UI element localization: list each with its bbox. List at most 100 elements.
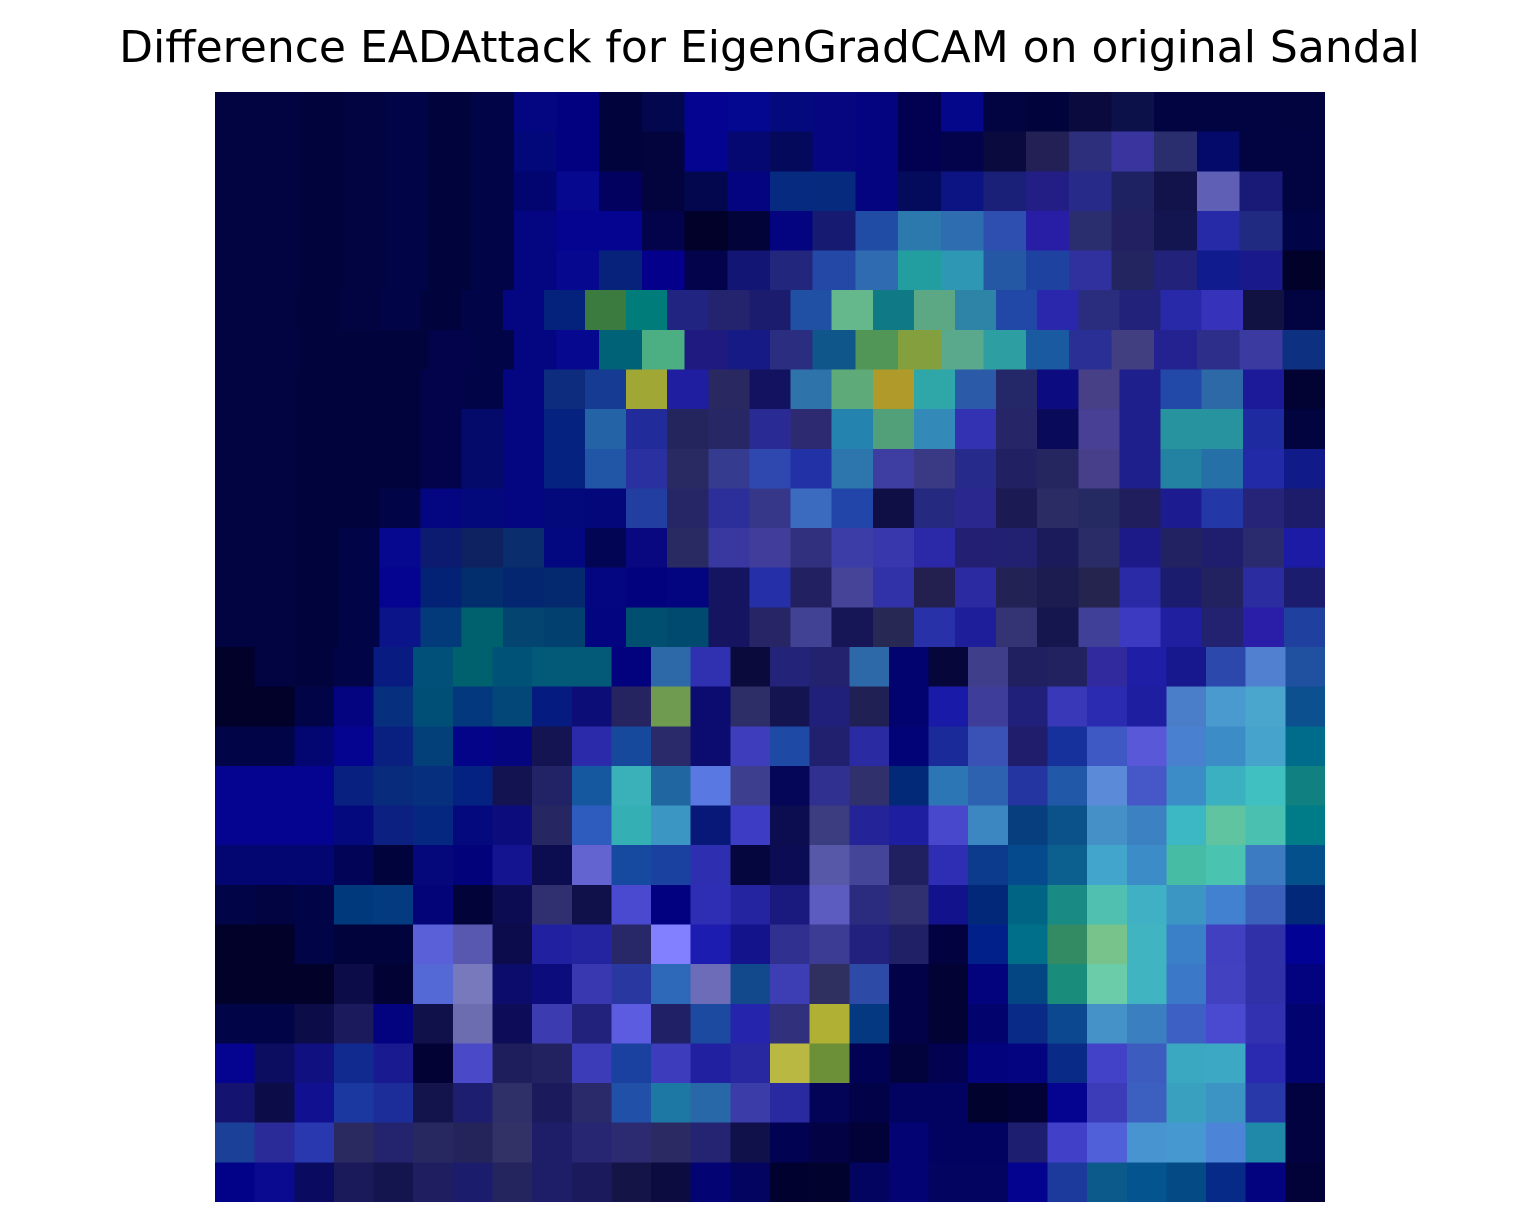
heatmap-cell bbox=[749, 488, 792, 529]
heatmap-cell bbox=[1047, 765, 1088, 807]
heatmap-cell bbox=[928, 1003, 969, 1045]
heatmap-cell bbox=[996, 290, 1038, 331]
heatmap-cell bbox=[1285, 924, 1325, 965]
heatmap-cell bbox=[502, 409, 545, 450]
heatmap-cell bbox=[1166, 1043, 1207, 1084]
heatmap-cell bbox=[413, 1162, 454, 1202]
heatmap-cell bbox=[1206, 765, 1247, 807]
heatmap-cell bbox=[257, 92, 301, 133]
heatmap-cell bbox=[611, 1162, 652, 1202]
heatmap-cell bbox=[996, 409, 1038, 450]
heatmap-cell bbox=[532, 884, 573, 926]
heatmap-cell bbox=[1206, 1083, 1247, 1124]
heatmap-cell bbox=[1206, 884, 1247, 926]
heatmap-cell bbox=[452, 765, 494, 807]
heatmap-cell bbox=[1242, 369, 1285, 410]
heatmap-cell bbox=[611, 726, 652, 767]
heatmap-cell bbox=[215, 964, 256, 1005]
heatmap-cell bbox=[556, 131, 600, 172]
heatmap-cell bbox=[413, 1083, 454, 1124]
heatmap-cell bbox=[215, 1003, 256, 1045]
heatmap-cell bbox=[690, 1003, 731, 1045]
heatmap-cell bbox=[556, 210, 600, 252]
heatmap-cell bbox=[333, 964, 375, 1005]
heatmap-cell bbox=[1239, 131, 1283, 172]
heatmap-cell bbox=[333, 1083, 375, 1124]
heatmap-cell bbox=[667, 528, 709, 569]
heatmap-cell bbox=[461, 448, 504, 490]
heatmap-cell bbox=[928, 647, 969, 688]
heatmap-cell bbox=[770, 1083, 811, 1124]
heatmap-cell bbox=[770, 805, 811, 846]
heatmap-cell bbox=[651, 726, 692, 767]
heatmap-cell bbox=[294, 1162, 335, 1202]
heatmap-cell bbox=[585, 567, 627, 608]
heatmap-cell bbox=[1206, 924, 1247, 965]
heatmap-cell bbox=[428, 92, 472, 133]
heatmap-cell bbox=[585, 448, 627, 490]
heatmap-cell bbox=[297, 607, 339, 648]
heatmap-cell bbox=[1285, 845, 1325, 886]
heatmap-cell bbox=[1285, 765, 1325, 807]
heatmap-cell bbox=[641, 171, 686, 212]
heatmap-cell bbox=[532, 1083, 573, 1124]
heatmap-cell bbox=[294, 924, 335, 965]
heatmap-cell bbox=[770, 647, 811, 688]
heatmap-cell bbox=[626, 409, 668, 450]
heatmap-cell bbox=[492, 1003, 533, 1045]
heatmap-cell bbox=[385, 171, 430, 212]
heatmap-cell bbox=[1245, 1083, 1286, 1124]
heatmap-cell bbox=[611, 1122, 652, 1163]
heatmap-cell bbox=[571, 1043, 613, 1084]
heatmap-cell bbox=[215, 488, 257, 529]
heatmap-cell bbox=[215, 131, 259, 172]
heatmap-cell bbox=[849, 1162, 890, 1202]
heatmap-cell bbox=[1026, 329, 1070, 371]
heatmap-cell bbox=[1196, 171, 1241, 212]
heatmap-cell bbox=[1245, 1003, 1286, 1045]
heatmap-cell bbox=[809, 765, 850, 807]
heatmap-cell bbox=[385, 329, 430, 371]
heatmap-cell bbox=[1242, 409, 1285, 450]
heatmap-cell bbox=[1283, 528, 1325, 569]
heatmap-cell bbox=[413, 845, 454, 886]
heatmap-cell bbox=[1206, 647, 1247, 688]
heatmap-cell bbox=[651, 845, 692, 886]
heatmap-cell bbox=[1242, 488, 1285, 529]
heatmap-cell bbox=[333, 1162, 375, 1202]
heatmap-cell bbox=[770, 1162, 811, 1202]
heatmap-cell bbox=[955, 369, 997, 410]
heatmap-cell bbox=[373, 884, 414, 926]
heatmap-cell bbox=[1007, 1003, 1049, 1045]
heatmap-cell bbox=[1242, 290, 1285, 331]
heatmap-cell bbox=[831, 607, 874, 648]
heatmap-cell bbox=[730, 1003, 771, 1045]
heatmap-cell bbox=[812, 171, 856, 212]
heatmap-cell bbox=[708, 528, 751, 569]
heatmap-cell bbox=[667, 409, 709, 450]
heatmap-cell bbox=[831, 448, 874, 490]
heatmap-cell bbox=[928, 1122, 969, 1163]
heatmap-cell bbox=[413, 964, 454, 1005]
heatmap-cell bbox=[1047, 805, 1088, 846]
heatmap-cell bbox=[667, 369, 709, 410]
heatmap-cell bbox=[373, 1003, 414, 1045]
heatmap-cell bbox=[983, 210, 1027, 252]
heatmap-cell bbox=[461, 528, 504, 569]
heatmap-cell bbox=[215, 369, 257, 410]
heatmap-cell bbox=[790, 488, 833, 529]
heatmap-cell bbox=[1047, 1122, 1088, 1163]
heatmap-cell bbox=[968, 686, 1009, 727]
heatmap-cell bbox=[1111, 171, 1155, 212]
heatmap-cell bbox=[571, 765, 613, 807]
heatmap-cell bbox=[492, 924, 533, 965]
heatmap-cell bbox=[215, 250, 259, 291]
heatmap-cell bbox=[256, 448, 298, 490]
heatmap-cell bbox=[996, 369, 1038, 410]
heatmap-cell bbox=[727, 329, 771, 371]
heatmap-cell bbox=[888, 765, 930, 807]
heatmap-cell bbox=[294, 647, 335, 688]
heatmap-cell bbox=[708, 607, 751, 648]
heatmap-cell bbox=[452, 1162, 494, 1202]
heatmap-cell bbox=[809, 1083, 850, 1124]
